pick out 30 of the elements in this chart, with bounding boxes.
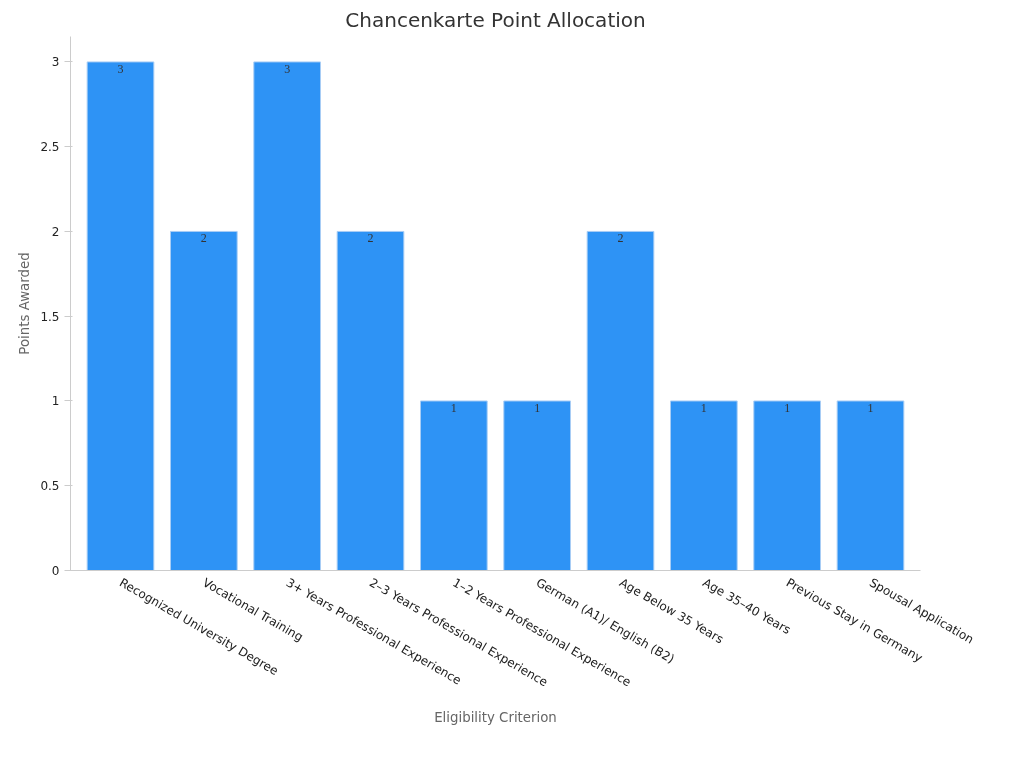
- y-axis-title: Points Awarded: [17, 252, 33, 355]
- y-tick-label: 3: [51, 55, 60, 70]
- y-tick-label: 0.5: [40, 479, 60, 494]
- data-label: 3: [117, 61, 124, 76]
- bar: [170, 230, 238, 571]
- data-label: 1: [867, 400, 874, 415]
- bar: [753, 400, 821, 571]
- x-axis-title: Eligibility Criterion: [434, 710, 557, 726]
- data-label: 2: [617, 231, 624, 246]
- bar: [336, 230, 405, 571]
- bar: [586, 230, 655, 571]
- chart-title: Chancenkarte Point Allocation: [345, 7, 646, 32]
- data-label: 2: [367, 231, 374, 246]
- bar: [836, 400, 905, 571]
- y-tick-label: 2.5: [40, 140, 60, 155]
- bar: [253, 61, 321, 571]
- y-tick-label: 1.5: [40, 309, 60, 324]
- bar: [86, 61, 155, 571]
- bar: [503, 400, 571, 571]
- y-tick-label: 2: [51, 224, 60, 239]
- data-label: 1: [534, 400, 541, 415]
- data-label: 1: [450, 400, 457, 415]
- y-tick-label: 1: [51, 394, 60, 409]
- y-tick-label: 0: [51, 564, 60, 578]
- data-label: 1: [700, 400, 707, 415]
- bar: [420, 400, 488, 571]
- data-label: 1: [784, 400, 791, 415]
- data-label: 2: [200, 231, 207, 246]
- bar: [670, 400, 738, 571]
- data-label: 3: [284, 61, 291, 76]
